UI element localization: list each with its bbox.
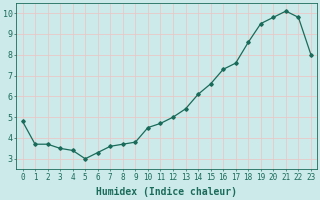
X-axis label: Humidex (Indice chaleur): Humidex (Indice chaleur) — [96, 187, 237, 197]
